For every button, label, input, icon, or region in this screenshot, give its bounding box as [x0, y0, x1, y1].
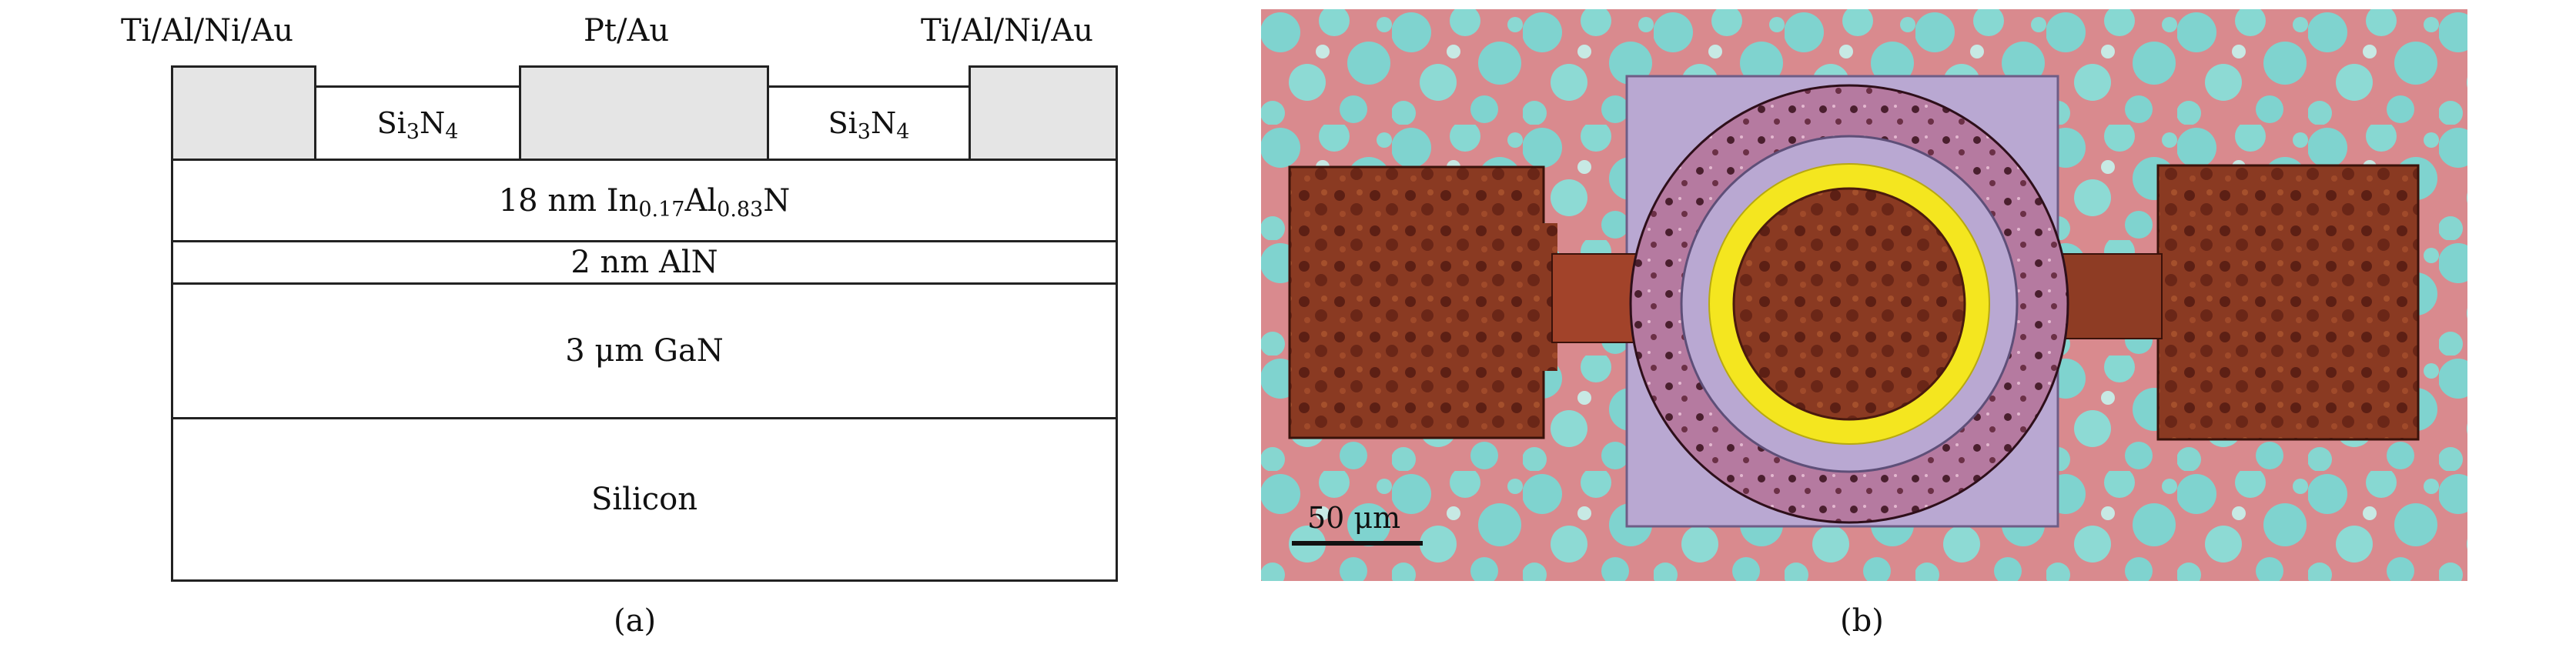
label-sin-right: Si3N4 — [828, 106, 910, 144]
passivation-left: Si3N4 — [314, 85, 521, 161]
label-gan: 3 μm GaN — [565, 333, 724, 369]
micrograph-panel: 50 μm — [1261, 9, 2467, 581]
layer-aln: 2 nm AlN — [171, 240, 1118, 285]
scale-bar-label: 50 μm — [1307, 501, 1401, 535]
caption-b: (b) — [1840, 603, 1884, 639]
schottky-contact — [1732, 187, 1966, 421]
right-pad — [2030, 164, 2420, 441]
layer-gan: 3 μm GaN — [171, 282, 1118, 419]
contact-center — [519, 65, 769, 161]
label-inaln: 18 nm In0.17Al0.83N — [498, 182, 791, 222]
label-metal-center: Pt/Au — [584, 13, 670, 48]
micrograph-image — [1261, 9, 2467, 581]
label-metal-right: Ti/Al/Ni/Au — [921, 13, 1094, 48]
caption-a: (a) — [614, 603, 657, 639]
passivation-right: Si3N4 — [767, 85, 971, 161]
scale-bar — [1292, 541, 1423, 546]
contact-right — [969, 65, 1118, 161]
label-sin-left: Si3N4 — [376, 106, 459, 144]
layer-inaln: 18 nm In0.17Al0.83N — [171, 159, 1118, 242]
label-metal-left: Ti/Al/Ni/Au — [121, 13, 294, 48]
layer-silicon: Silicon — [171, 417, 1118, 582]
label-aln: 2 nm AlN — [570, 245, 718, 280]
contact-left — [171, 65, 316, 161]
label-silicon: Silicon — [590, 482, 698, 517]
